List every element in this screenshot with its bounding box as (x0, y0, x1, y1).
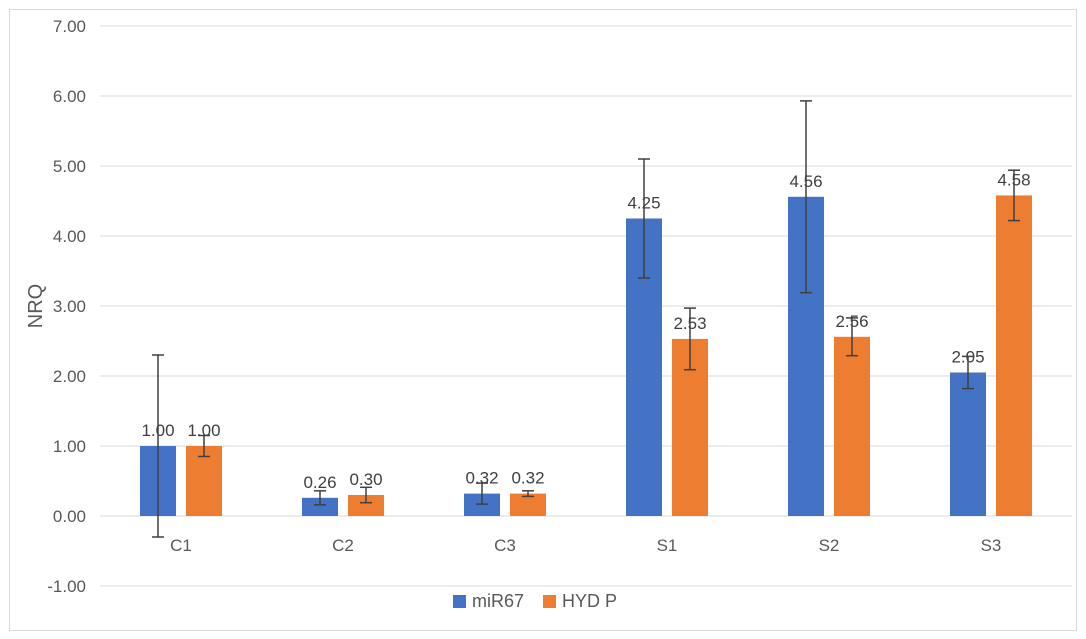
data-label: 0.30 (349, 470, 382, 489)
bar-mir67 (302, 497, 338, 516)
data-label: 2.53 (673, 314, 706, 333)
data-label: 0.32 (465, 469, 498, 488)
error-bar (962, 355, 974, 390)
legend-item: miR67 (453, 591, 524, 611)
legend-swatch (543, 595, 556, 608)
chart-area: -1.00 0.00 1.00 2.00 3.00 4.00 5.00 6.00 7.00 1.… (9, 9, 1077, 631)
data-label: 1.00 (141, 421, 174, 440)
y-tick-label: 7.00 (53, 17, 86, 36)
legend-label: HYD P (562, 591, 617, 611)
data-label: 4.58 (997, 170, 1030, 189)
y-tick-label: 1.00 (53, 437, 86, 456)
y-tick-label: 0.00 (53, 507, 86, 526)
y-tick-label: 5.00 (53, 157, 86, 176)
y-axis-title: NRQ (25, 284, 47, 328)
legend-label: miR67 (472, 591, 524, 611)
gridlines (100, 25, 1072, 587)
bar-mir67 (950, 372, 986, 516)
bar-chart: -1.00 0.00 1.00 2.00 3.00 4.00 5.00 6.00 7.00 1.… (25, 17, 1072, 611)
y-axis-ticks: -1.00 0.00 1.00 2.00 3.00 4.00 5.00 6.00 7.00 (47, 17, 86, 596)
data-label: 4.25 (627, 194, 660, 213)
bars (140, 195, 1032, 517)
error-bar (846, 317, 858, 357)
bar-hyd-p (834, 336, 870, 516)
x-axis-ticks: C1 C2 C3 S1 S2 S3 (170, 536, 1001, 555)
data-label: 2.05 (951, 348, 984, 367)
x-tick-label: C3 (494, 536, 516, 555)
data-label: 0.26 (303, 473, 336, 492)
legend-item: HYD P (543, 591, 617, 611)
bar-hyd-p (348, 495, 384, 516)
y-tick-label: 6.00 (53, 87, 86, 106)
data-label: 2.56 (835, 312, 868, 331)
legend: miR67 HYD P (453, 591, 617, 611)
error-bar (522, 490, 534, 498)
error-bar (152, 354, 164, 538)
y-tick-label: 4.00 (53, 227, 86, 246)
error-bar (198, 434, 210, 458)
data-label: 1.00 (187, 421, 220, 440)
error-bar (800, 100, 812, 294)
y-tick-label: 2.00 (53, 367, 86, 386)
x-tick-label: C2 (332, 536, 354, 555)
error-bar (1008, 169, 1020, 222)
x-tick-label: S2 (819, 536, 840, 555)
data-label: 4.56 (789, 172, 822, 191)
bar-hyd-p (510, 493, 546, 516)
error-bar (476, 482, 488, 505)
error-bar (314, 490, 326, 506)
data-labels: 1.00 1.00 0.26 0.30 0.32 0.32 4.25 2.53 4.56 2.56… (141, 170, 1030, 491)
error-bar (638, 158, 650, 279)
y-tick-label: 3.00 (53, 297, 86, 316)
y-tick-label: -1.00 (47, 577, 86, 596)
x-tick-label: S1 (657, 536, 678, 555)
error-bar (360, 486, 372, 504)
bar-hyd-p (186, 446, 222, 516)
bar-hyd-p (996, 195, 1032, 516)
x-tick-label: C1 (170, 536, 192, 555)
legend-swatch (453, 595, 466, 608)
error-bar (684, 307, 696, 371)
x-tick-label: S3 (981, 536, 1002, 555)
data-label: 0.32 (511, 469, 544, 488)
error-bars (152, 100, 1020, 538)
